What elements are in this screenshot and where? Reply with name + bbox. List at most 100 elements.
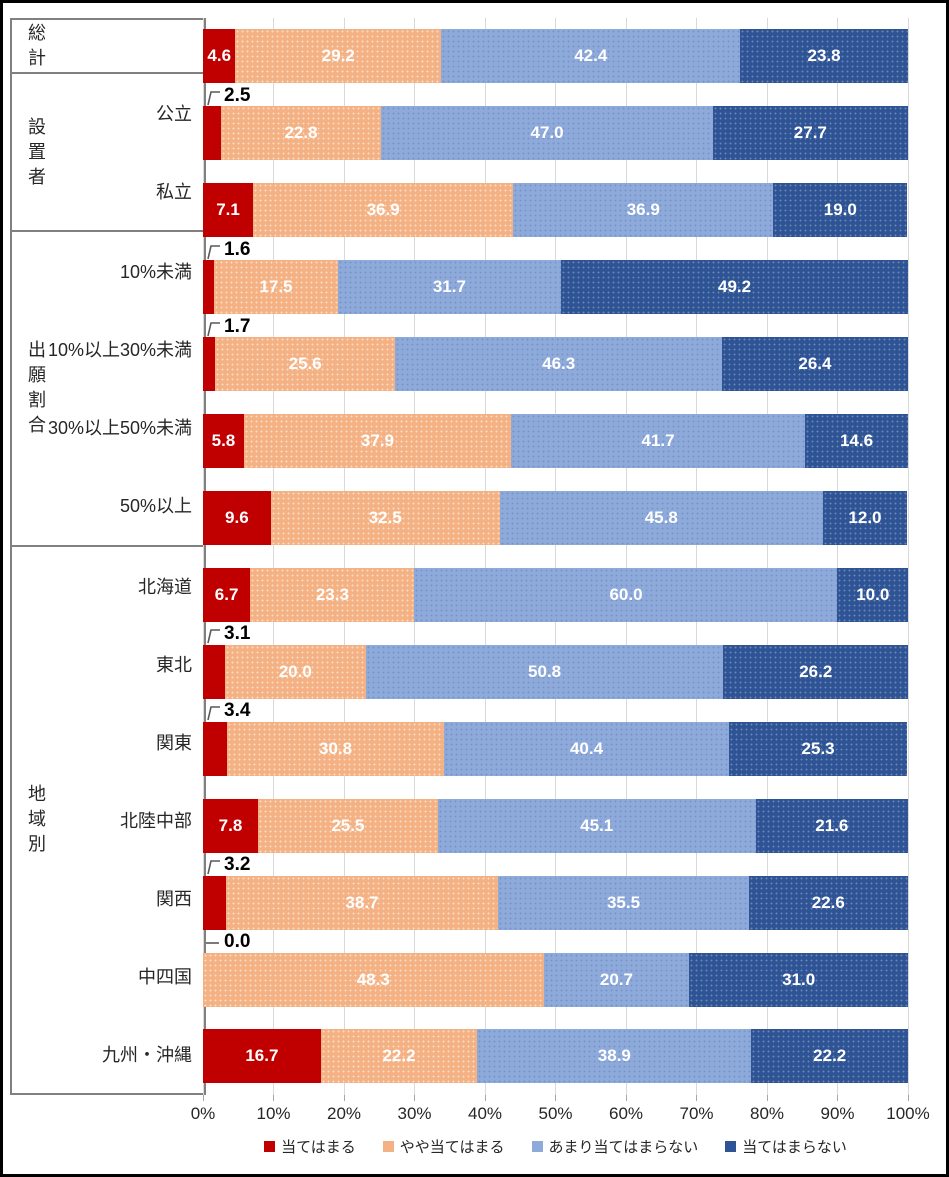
bar-value-label: 12.0 <box>848 507 882 527</box>
value-callout: 3.1 <box>206 623 250 644</box>
value-callout: 1.6 <box>206 238 251 260</box>
row-label-text: 50%以上 <box>119 496 192 517</box>
axis-tick-label: 10% <box>256 1104 291 1123</box>
row-label-text: 九州・沖縄 <box>102 1045 192 1065</box>
bar-value-label: 38.9 <box>597 1046 631 1066</box>
row-label: 10%未満 <box>12 232 204 310</box>
bar-segment: 23.3 <box>250 567 415 622</box>
bar-value-label: 5.8 <box>211 431 236 451</box>
callout-value: 3.4 <box>224 700 251 722</box>
bar-segment: 20.0 <box>224 644 366 699</box>
group-label-char: 割 <box>28 390 46 411</box>
bar-segment: 9.6 <box>203 490 271 545</box>
group-box-0: 総計 <box>10 18 206 75</box>
axis-tick-label: 90% <box>820 1104 855 1123</box>
axis-tick <box>907 1095 909 1101</box>
bar-value-label: 36.9 <box>366 200 400 220</box>
legend-swatch-icon <box>382 1140 394 1152</box>
bar-row: 5.8 37.9 41.7 14.6 <box>203 403 908 480</box>
bar-value-label: 25.6 <box>288 354 322 374</box>
bar-value-label: 26.2 <box>799 661 833 681</box>
bar-segment: 19.0 <box>773 183 908 238</box>
group-box-1: 設置者公立 私立 <box>10 72 206 233</box>
group-label-char: 出 <box>28 340 46 361</box>
bar-row: 30.8 40.4 25.3 3.4 <box>203 700 908 787</box>
stacked-bar: 25.6 46.3 26.4 <box>203 337 908 392</box>
bar-segment: 20.7 <box>543 952 690 1007</box>
bar-value-label: 7.8 <box>218 815 243 835</box>
bar-segment: 35.5 <box>498 875 749 930</box>
callout-value: 1.6 <box>224 238 251 260</box>
gridline <box>555 18 556 1095</box>
axis-tick <box>484 1095 486 1101</box>
bar-segment: 47.0 <box>381 106 713 161</box>
plot-area: 4.6 29.2 42.4 23.8 22.8 47.0 27.7 2.5 7.1 36.9 36.… <box>202 18 909 1095</box>
callout-value: 3.2 <box>224 854 251 876</box>
row-label: 北陸中部 <box>12 781 204 859</box>
bar-value-label: 35.5 <box>606 892 641 912</box>
row-label-text: 公立 <box>156 104 192 125</box>
legend-label: 当てはまる <box>281 1138 356 1156</box>
bar-value-label: 36.9 <box>626 200 660 220</box>
row-label-text: 北陸中部 <box>120 810 192 831</box>
bar-value-label: 30.8 <box>318 738 353 758</box>
bar-value-label: 42.4 <box>574 46 608 66</box>
row-label-text: 北海道 <box>138 576 192 597</box>
bar-segment: 30.8 <box>226 721 445 776</box>
bar-value-label: 10.0 <box>856 584 890 604</box>
row-label: 東北 <box>12 625 204 703</box>
bar-value-label: 37.9 <box>360 431 395 451</box>
leader-line <box>207 244 220 259</box>
bar-value-label: 45.1 <box>580 815 614 835</box>
axis-tick <box>414 1095 415 1101</box>
axis-tick <box>202 1095 204 1101</box>
bar-segment: 38.7 <box>225 875 499 930</box>
leader-line <box>207 91 220 106</box>
stacked-bar: 5.8 37.9 41.7 14.6 <box>203 414 908 469</box>
bar-segment: 46.3 <box>395 337 722 392</box>
leader-line <box>207 706 220 721</box>
bar-segment: 41.7 <box>511 414 806 469</box>
bar-value-label: 29.2 <box>321 46 355 66</box>
bar-segment: 25.6 <box>214 337 396 392</box>
row-label: 50%以上 <box>12 466 204 544</box>
row-label-text: 関東 <box>156 732 192 753</box>
axis-tick <box>343 1095 345 1101</box>
group-label-char: 総 <box>28 23 46 44</box>
bar-value-label: 40.4 <box>569 738 604 758</box>
value-callout: 3.2 <box>206 854 251 876</box>
bar-segment: 40.4 <box>444 721 729 776</box>
row-label: 公立 <box>12 74 204 152</box>
bar-value-label: 20.0 <box>278 661 312 681</box>
gridline <box>484 18 486 1095</box>
row-label-text: 10%以上30%未満 <box>47 340 192 361</box>
bar-value-label: 4.6 <box>207 46 232 66</box>
axis-tick-label: 50% <box>538 1104 573 1123</box>
stacked-bar: 6.7 23.3 60.0 10.0 <box>203 567 908 622</box>
axis-tick <box>555 1095 556 1101</box>
bar-segment: 38.9 <box>477 1029 752 1084</box>
group-box-2: 出願割合 10%未満 10%以上30%未満 30%以上50%未満 50%以上 <box>10 230 206 547</box>
bar-value-label: 50.8 <box>528 661 562 681</box>
gridline <box>837 18 838 1095</box>
bar-segment: 6.7 <box>203 567 251 622</box>
leader-line <box>206 942 219 944</box>
group-label-char: 者 <box>28 166 46 187</box>
bar-row: 9.6 32.5 45.8 12.0 <box>203 480 908 557</box>
axis-tick-label: 20% <box>326 1104 362 1123</box>
legend-swatch-icon <box>725 1140 737 1152</box>
bar-row: 7.1 36.9 36.9 19.0 <box>203 172 908 249</box>
group-label: 地域別 <box>28 547 46 1094</box>
group-label: 出願割合 <box>28 232 46 544</box>
legend: 当てはまる やや当てはまる あまり当てはまらない 当てはまらない <box>203 1134 908 1158</box>
bar-value-label: 20.7 <box>599 969 633 989</box>
stacked-bar: 7.8 25.5 45.1 21.6 <box>203 798 908 853</box>
bar-row: 16.7 22.2 38.9 22.2 <box>203 1018 908 1095</box>
rows: 4.6 29.2 42.4 23.8 22.8 47.0 27.7 2.5 7.1 36.9 36.… <box>203 18 908 1095</box>
stacked-bar: 9.6 32.5 45.8 12.0 <box>203 490 908 545</box>
group-label: 総計 <box>28 20 46 72</box>
bar-segment: 50.8 <box>365 644 724 699</box>
axis-tick <box>625 1095 627 1101</box>
axis-tick <box>837 1095 838 1101</box>
stacked-bar: 16.7 22.2 38.9 22.2 <box>203 1029 908 1084</box>
